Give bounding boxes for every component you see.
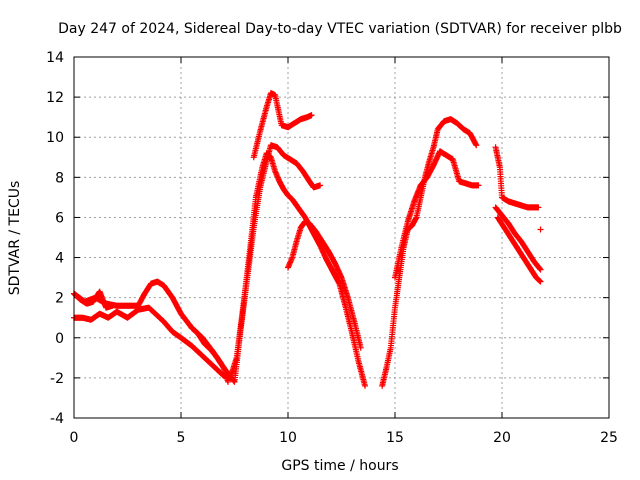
y-tick-label: 10 — [46, 130, 64, 146]
series-track-5 — [379, 116, 480, 389]
data-marks — [71, 90, 544, 389]
data-point — [109, 302, 116, 309]
data-point — [537, 278, 544, 285]
y-tick-label: 12 — [46, 90, 64, 106]
data-point — [357, 344, 364, 351]
y-tick-label: -4 — [50, 411, 64, 427]
y-axis-label: SDTVAR / TECUs — [7, 181, 23, 296]
y-tick-label: 14 — [46, 50, 64, 66]
data-point — [308, 112, 315, 119]
chart-title: Day 247 of 2024, Sidereal Day-to-day VTE… — [58, 21, 622, 37]
series-track-3 — [250, 90, 315, 161]
x-axis-label: GPS time / hours — [281, 458, 398, 474]
axis-ticks: 0 5 10 15 20 25 -4 -2 0 2 4 6 8 10 12 14 — [46, 50, 618, 446]
data-point — [473, 142, 480, 149]
series-track-7 — [492, 144, 542, 211]
x-tick-label: 20 — [493, 430, 511, 446]
data-point — [537, 226, 544, 233]
y-tick-label: 8 — [55, 170, 64, 186]
series-track-11 — [188, 324, 232, 385]
x-tick-label: 5 — [177, 430, 186, 446]
series-track-9 — [494, 214, 544, 285]
data-point — [475, 182, 482, 189]
y-tick-label: 2 — [55, 291, 64, 307]
y-tick-label: -2 — [50, 371, 64, 387]
series-track-12 — [537, 226, 544, 233]
series-track-6 — [392, 148, 482, 281]
series-track-1 — [71, 150, 369, 389]
plot-frame — [73, 56, 610, 419]
series-track-4 — [285, 218, 364, 351]
grid — [74, 57, 609, 418]
series-track-8 — [492, 204, 544, 273]
series-track-10 — [71, 288, 116, 311]
x-tick-label: 25 — [600, 430, 618, 446]
y-tick-label: 6 — [55, 210, 64, 226]
data-point — [225, 378, 232, 385]
y-tick-label: 0 — [55, 331, 64, 347]
data-point — [535, 204, 542, 211]
data-point — [317, 182, 324, 189]
x-tick-label: 0 — [70, 430, 79, 446]
data-point — [537, 266, 544, 273]
x-tick-label: 15 — [386, 430, 404, 446]
y-tick-label: 4 — [55, 251, 64, 267]
data-point — [362, 382, 369, 389]
x-tick-label: 10 — [279, 430, 297, 446]
